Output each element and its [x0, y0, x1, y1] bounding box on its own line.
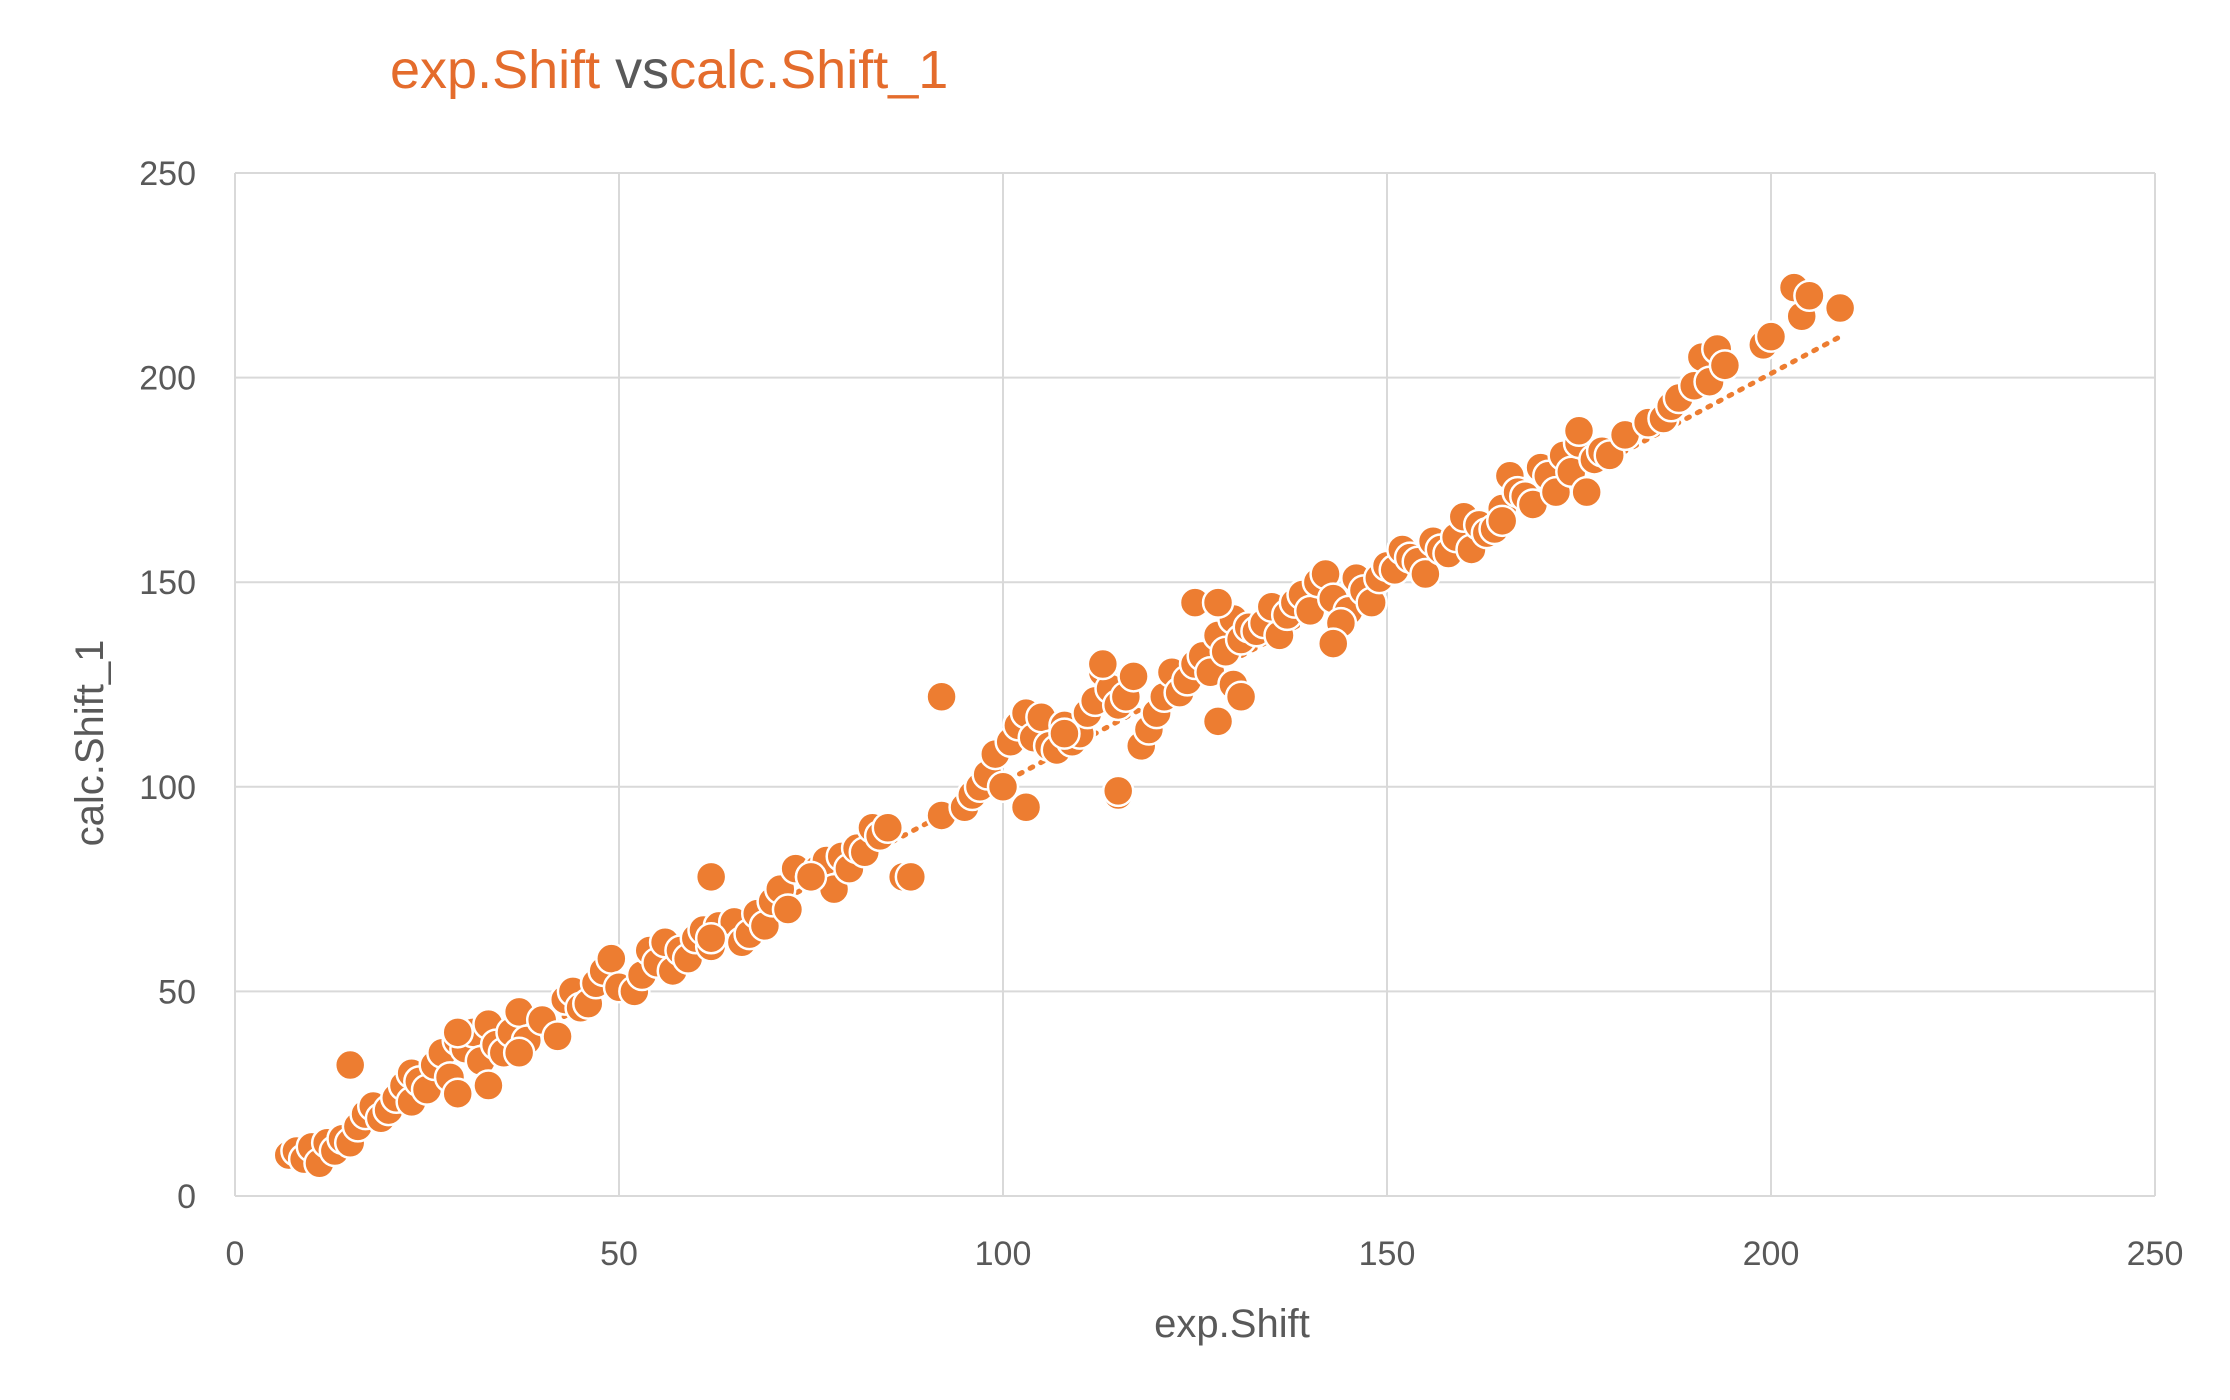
x-tick-label: 250 — [2127, 1235, 2184, 1273]
chart-title: exp.Shift vscalc.Shift_1 — [390, 40, 948, 100]
data-point — [1793, 279, 1826, 313]
x-tick-label: 150 — [1359, 1235, 1416, 1273]
data-point — [1754, 320, 1788, 353]
data-point — [1117, 660, 1150, 693]
x-tick-label: 50 — [600, 1235, 638, 1273]
data-point — [986, 770, 1020, 804]
data-point — [1224, 680, 1258, 714]
data-point — [871, 811, 905, 844]
data-point — [1101, 774, 1135, 808]
data-point — [771, 893, 805, 926]
data-point — [541, 1020, 574, 1053]
y-axis-title: calc.Shift_1 — [68, 640, 112, 847]
y-tick-label: 100 — [139, 769, 196, 807]
chart-title-part: vs — [615, 40, 669, 100]
data-point — [502, 1036, 536, 1070]
gridlines — [234, 172, 2156, 1197]
data-point — [333, 1048, 367, 1082]
data-point — [1409, 557, 1442, 591]
data-point — [1823, 291, 1857, 325]
data-point — [1708, 349, 1742, 382]
data-point — [595, 942, 628, 975]
x-tick-label: 100 — [975, 1235, 1032, 1273]
data-point — [1562, 414, 1596, 448]
data-point — [1086, 647, 1120, 681]
data-point — [1316, 627, 1350, 660]
data-point — [894, 860, 928, 894]
x-tick-label: 0 — [226, 1235, 245, 1273]
data-point — [1201, 586, 1235, 619]
data-point — [694, 921, 728, 955]
y-tick-label: 50 — [158, 973, 196, 1011]
data-point — [925, 680, 958, 714]
data-points — [272, 271, 1857, 1180]
data-point — [1201, 705, 1235, 738]
data-point — [441, 1077, 474, 1110]
y-tick-label: 200 — [139, 360, 196, 398]
data-point — [472, 1069, 505, 1102]
data-point — [1009, 791, 1043, 824]
chart-title-part: calc.Shift_1 — [669, 40, 948, 100]
data-point — [1485, 504, 1519, 538]
x-axis-title: exp.Shift — [1154, 1302, 1310, 1346]
data-point — [1570, 475, 1603, 509]
y-tick-label: 0 — [177, 1178, 196, 1216]
data-point — [694, 860, 728, 894]
data-point — [441, 1016, 474, 1049]
y-tick-label: 250 — [139, 155, 196, 193]
data-point — [794, 860, 828, 894]
x-tick-label: 200 — [1743, 1235, 1800, 1273]
data-point — [1048, 717, 1081, 750]
y-tick-label: 150 — [139, 564, 196, 602]
chart-title-part: exp.Shift — [390, 40, 615, 100]
tick-labels: 0 50 100 150 200 250 0 50 100 150 200 250 — [139, 155, 2183, 1273]
